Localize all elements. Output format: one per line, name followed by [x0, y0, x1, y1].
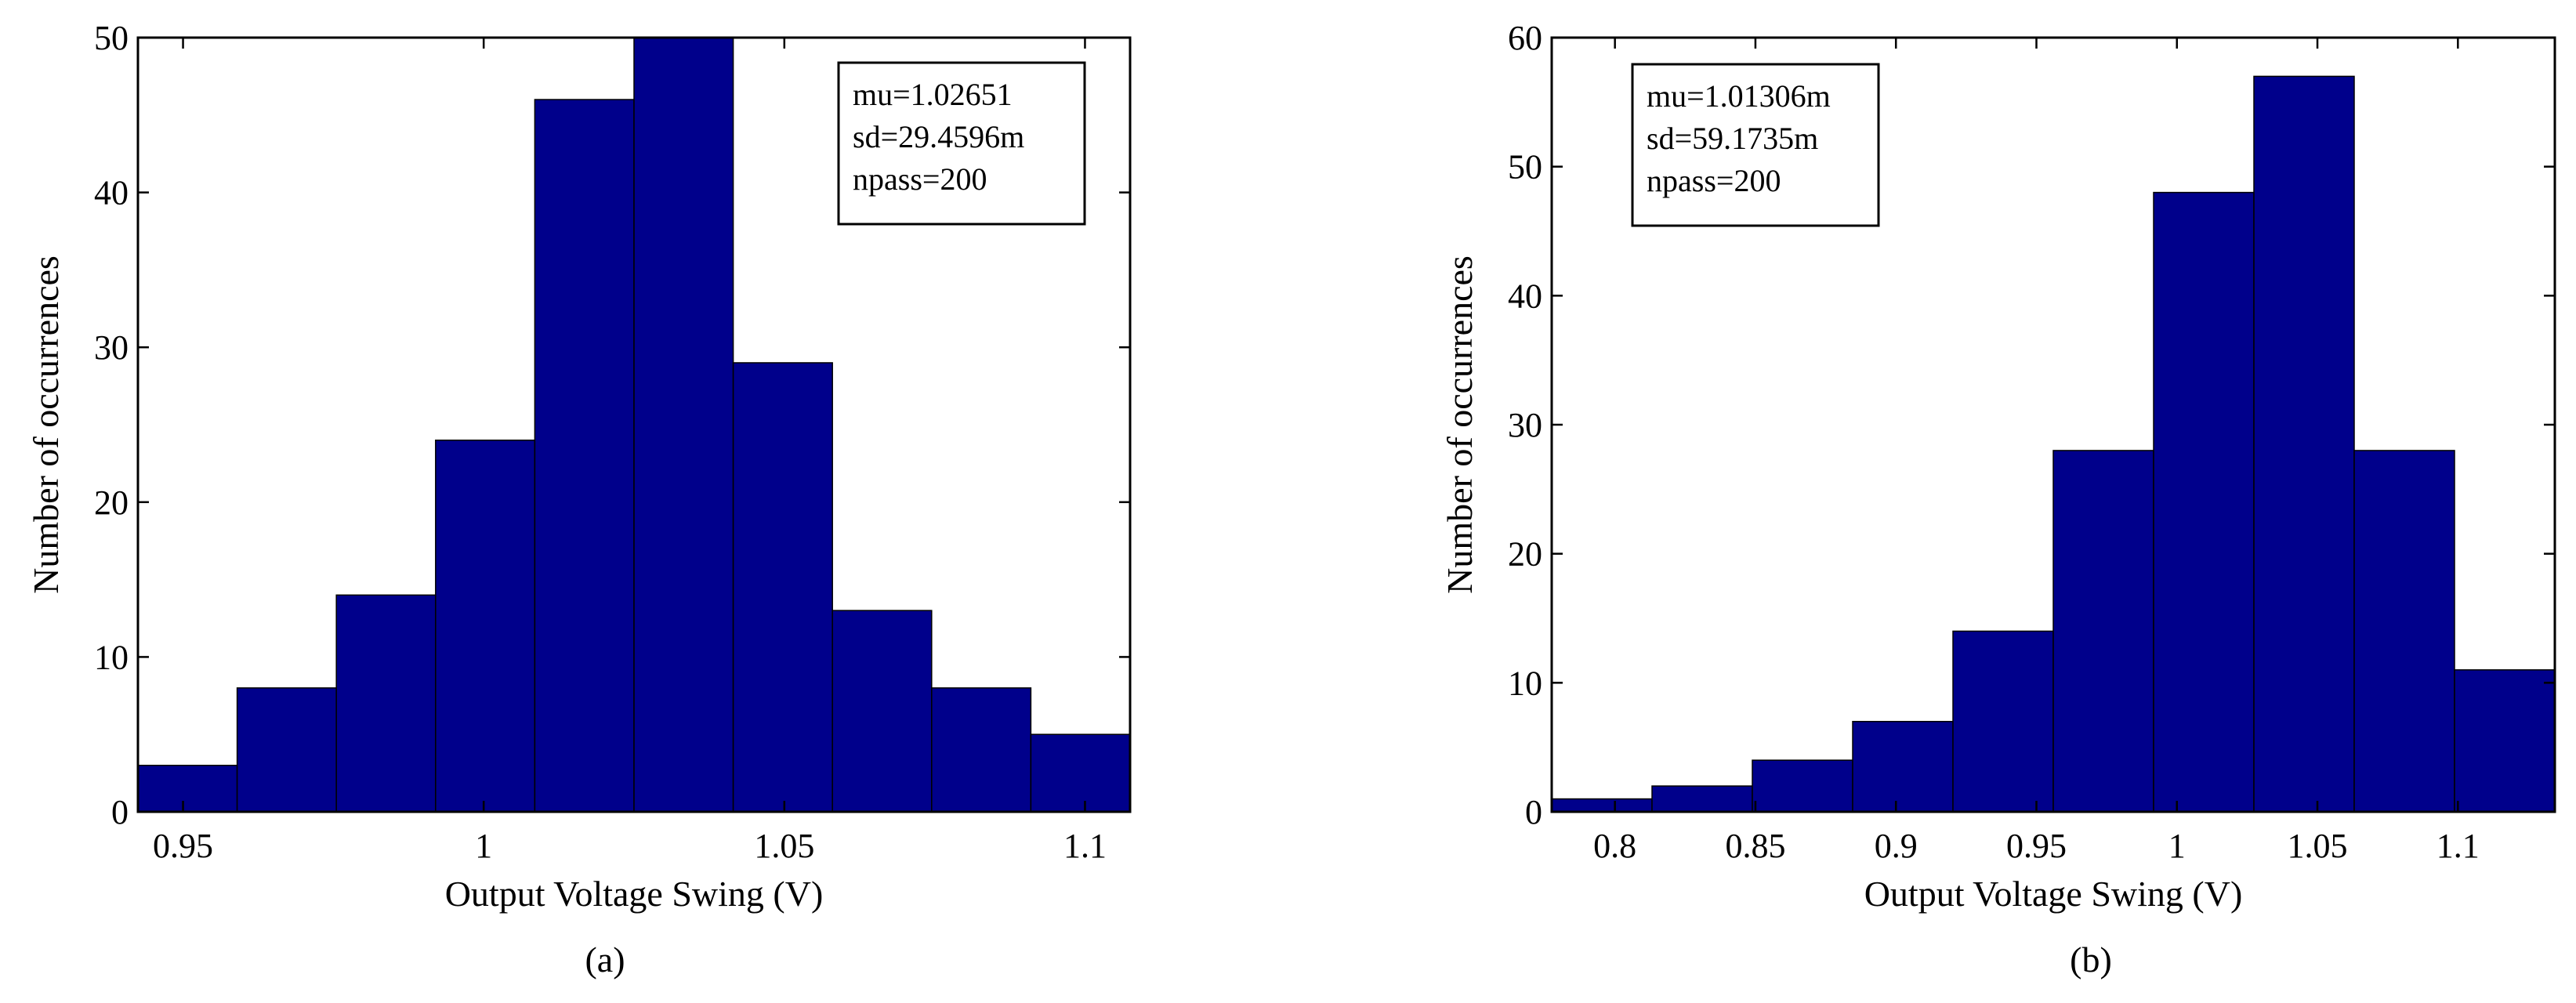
histogram-bar — [335, 594, 437, 813]
x-tick-label: 0.85 — [1725, 827, 1785, 865]
y-axis-label: Number of occurrences — [1440, 255, 1480, 594]
x-tick-label: 1.1 — [1063, 827, 1107, 865]
stats-line: mu=1.02651 — [853, 77, 1013, 112]
x-tick-label: 1 — [475, 827, 492, 865]
y-tick-label: 30 — [94, 328, 129, 367]
stats-line: sd=29.4596m — [853, 119, 1024, 154]
x-tick-label: 0.9 — [1875, 827, 1918, 865]
stats-line: npass=200 — [1647, 163, 1781, 198]
histogram-bar — [2454, 669, 2556, 813]
histogram-bar — [137, 764, 238, 813]
y-tick-label: 20 — [94, 483, 129, 522]
axes-frame — [136, 36, 1132, 813]
y-axis-label: Number of occurrences — [26, 255, 66, 594]
y-tick-label: 30 — [1508, 406, 1542, 444]
y-tick-label: 0 — [1525, 793, 1542, 831]
y-tick-label: 0 — [111, 793, 129, 831]
stats-line: mu=1.01306m — [1647, 78, 1831, 114]
x-tick-label: 1.1 — [2437, 827, 2480, 865]
histogram-bar — [831, 610, 933, 813]
x-tick-label: 1 — [2168, 827, 2186, 865]
stats-box: mu=1.01306m sd=59.1735m npass=200 — [1631, 63, 1880, 227]
panel-label: (a) — [585, 940, 625, 979]
histogram-panel-a: 0.95 1 1.05 1.1 0 10 20 30 40 50 Output Voltage Sw… — [26, 19, 1132, 979]
x-tick-label: 1.05 — [2288, 827, 2348, 865]
histogram-bar — [1852, 720, 1954, 813]
stats-line: npass=200 — [853, 161, 987, 197]
x-axis-label: Output Voltage Swing (V) — [1864, 874, 2243, 914]
histogram-bar — [732, 362, 833, 813]
histogram-bar — [236, 687, 337, 813]
histogram-bar — [633, 37, 734, 813]
histogram-bar — [1551, 798, 1653, 813]
histogram-bar — [1952, 630, 2054, 813]
y-tick-label: 40 — [94, 174, 129, 212]
histogram-bar — [1651, 785, 1753, 813]
histogram-bar — [2353, 450, 2455, 813]
stats-line: sd=59.1735m — [1647, 121, 1818, 156]
y-tick-label: 40 — [1508, 277, 1542, 315]
histogram-bar — [1752, 759, 1853, 813]
stats-box: mu=1.02651 sd=29.4596m npass=200 — [837, 61, 1086, 226]
y-tick-label: 60 — [1508, 19, 1542, 57]
y-tick-label: 50 — [94, 19, 129, 57]
histogram-bar — [931, 687, 1032, 813]
y-tick-label: 20 — [1508, 535, 1542, 574]
x-tick-label: 0.8 — [1593, 827, 1636, 865]
stats-box-frame — [837, 61, 1086, 226]
x-axis-label: Output Voltage Swing (V) — [445, 874, 824, 914]
histogram-bar — [1030, 733, 1131, 813]
histogram-bar — [2052, 450, 2154, 813]
panel-label: (b) — [2070, 940, 2112, 979]
y-tick-label: 10 — [94, 638, 129, 676]
histogram-panel-b: 0.8 0.85 0.9 0.95 1 1.05 1.1 0 10 20 30 40 50 60 Outpu… — [1440, 19, 2556, 979]
histogram-bar — [534, 99, 635, 813]
x-tick-label: 1.05 — [754, 827, 814, 865]
stats-box-frame — [1631, 63, 1880, 227]
histogram-bar — [435, 440, 536, 813]
x-tick-label: 0.95 — [2006, 827, 2067, 865]
y-tick-label: 10 — [1508, 664, 1542, 702]
histogram-bar — [2253, 75, 2355, 813]
x-tick-label: 0.95 — [153, 827, 213, 865]
histogram-bar — [2153, 191, 2255, 813]
y-tick-label: 50 — [1508, 148, 1542, 186]
